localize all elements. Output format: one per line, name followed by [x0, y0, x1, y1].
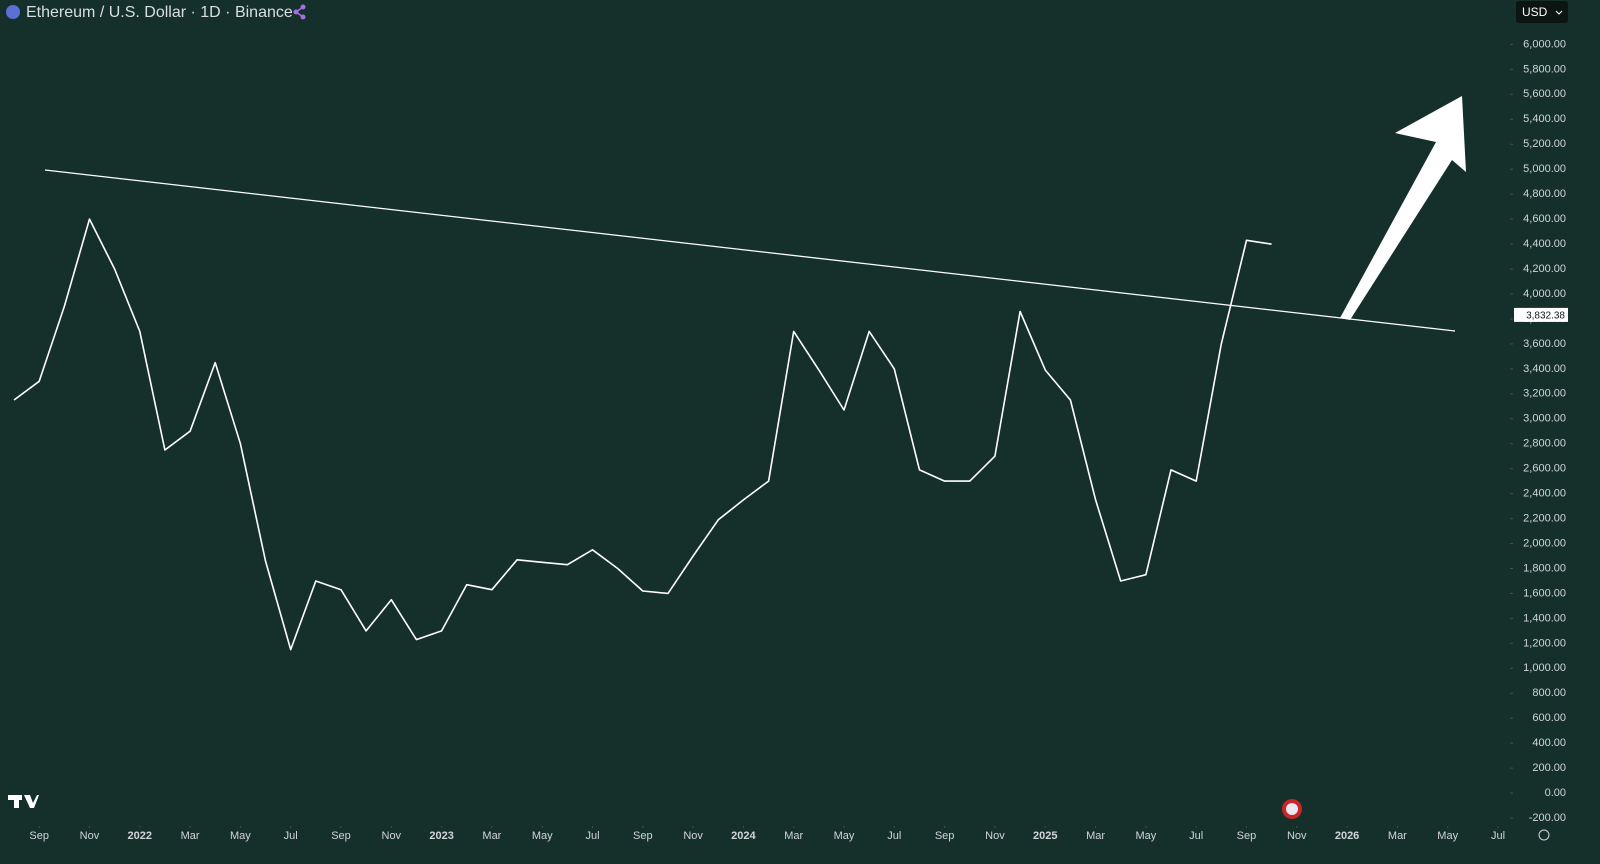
y-tick-label: 3,200.00 [1523, 388, 1566, 400]
x-tick-label: 2023 [429, 830, 453, 842]
x-tick-label: Nov [80, 830, 100, 842]
y-tick-label: 1,600.00 [1523, 587, 1566, 599]
settings-icon[interactable] [1538, 829, 1550, 841]
y-tick-label: 3,600.00 [1523, 338, 1566, 350]
dropdown-caret [1555, 10, 1563, 15]
y-tick-label: 4,000.00 [1523, 288, 1566, 300]
x-tick-label: 2024 [731, 830, 756, 842]
y-tick-label: 3,000.00 [1523, 413, 1566, 425]
arrow [1340, 96, 1466, 320]
x-tick-label: May [1135, 830, 1156, 842]
y-tick-label: 1,200.00 [1523, 637, 1566, 649]
y-tick-label: 5,800.00 [1523, 63, 1566, 75]
x-tick-label: Sep [331, 830, 351, 842]
x-tick-label: Nov [985, 830, 1005, 842]
currency-button[interactable] [1516, 1, 1568, 23]
y-tick-label: 4,400.00 [1523, 238, 1566, 250]
x-tick-label: Mar [1388, 830, 1407, 842]
chart-title: Ethereum / U.S. Dollar · 1D · Binance [26, 4, 293, 21]
eth-icon [6, 5, 20, 19]
x-tick-label: May [532, 830, 553, 842]
y-tick-label: 4,600.00 [1523, 213, 1566, 225]
x-tick-label: Nov [382, 830, 402, 842]
x-tick-label: 2026 [1335, 830, 1359, 842]
x-tick-label: Sep [29, 830, 49, 842]
currency-label: USD [1522, 5, 1548, 19]
last-price-label: 3,832.38 [1526, 311, 1565, 322]
x-tick-label: Mar [784, 830, 803, 842]
y-tick-label: 5,600.00 [1523, 88, 1566, 100]
tv-logo [8, 795, 39, 808]
flag-icon-inner [1286, 803, 1298, 815]
x-tick-label: Mar [1086, 830, 1105, 842]
x-tick-label: Jul [1491, 830, 1505, 842]
x-tick-label: Sep [935, 830, 955, 842]
x-tick-label: Jul [585, 830, 599, 842]
y-tick-label: 2,800.00 [1523, 438, 1566, 450]
y-tick-label: 1,000.00 [1523, 662, 1566, 674]
y-tick-label: 2,200.00 [1523, 512, 1566, 524]
last-price-box [1514, 307, 1568, 322]
y-tick-label: 0.00 [1545, 787, 1566, 799]
y-tick-label: 200.00 [1532, 762, 1566, 774]
y-tick-label: 5,000.00 [1523, 163, 1566, 175]
x-tick-label: Sep [633, 830, 653, 842]
x-tick-label: May [230, 830, 251, 842]
y-tick-label: 600.00 [1532, 712, 1566, 724]
x-tick-label: Mar [181, 830, 200, 842]
y-tick-label: 4,800.00 [1523, 188, 1566, 200]
x-tick-label: Mar [482, 830, 501, 842]
y-tick-label: 1,400.00 [1523, 612, 1566, 624]
y-tick-label: 800.00 [1532, 687, 1566, 699]
x-tick-label: Jul [1189, 830, 1203, 842]
trendline [44, 169, 1456, 332]
x-tick-label: 2022 [128, 830, 152, 842]
y-tick-label: 400.00 [1532, 737, 1566, 749]
y-tick-label: 5,400.00 [1523, 113, 1566, 125]
x-tick-label: May [834, 830, 855, 842]
x-tick-label: Nov [1287, 830, 1307, 842]
y-tick-label: 6,000.00 [1523, 38, 1566, 50]
x-tick-label: Sep [1237, 830, 1257, 842]
share-icon[interactable] [293, 4, 306, 20]
y-tick-label: -200.00 [1529, 812, 1566, 824]
y-tick-label: 2,400.00 [1523, 488, 1566, 500]
y-tick-label: 5,200.00 [1523, 138, 1566, 150]
y-tick-label: 4,200.00 [1523, 263, 1566, 275]
price-line [13, 218, 1272, 651]
x-tick-label: Jul [284, 830, 298, 842]
y-tick-label: 2,600.00 [1523, 463, 1566, 475]
y-tick-label: 2,000.00 [1523, 537, 1566, 549]
x-tick-label: 2025 [1033, 830, 1057, 842]
x-tick-label: Nov [683, 830, 703, 842]
y-tick-label: 1,800.00 [1523, 562, 1566, 574]
y-tick-label: 3,400.00 [1523, 363, 1566, 375]
x-tick-label: May [1437, 830, 1458, 842]
x-tick-label: Jul [887, 830, 901, 842]
